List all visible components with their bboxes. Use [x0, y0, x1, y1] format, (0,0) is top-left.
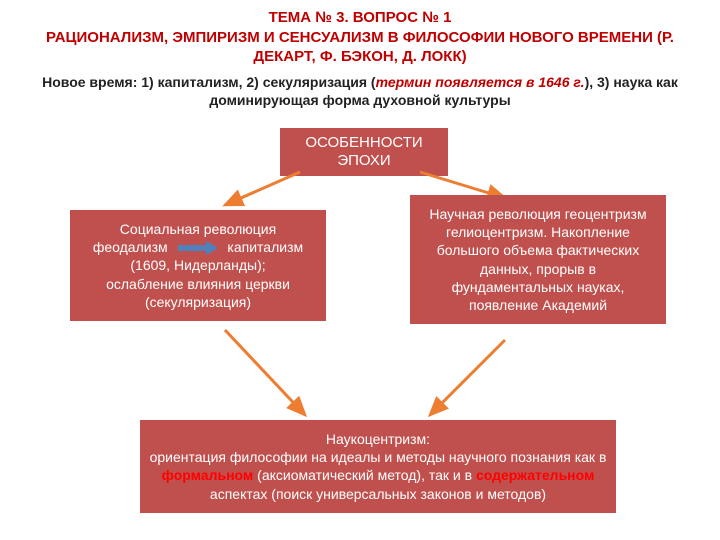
- highlight-1: формальном: [162, 467, 254, 483]
- title-line2: РАЦИОНАЛИЗМ, ЭМПИРИЗМ И СЕНСУАЛИЗМ В ФИЛ…: [46, 29, 674, 66]
- left-line2b: капитализм: [227, 239, 303, 255]
- title-line1: ТЕМА № 3. ВОПРОС № 1: [269, 9, 452, 26]
- features-text: ОСОБЕННОСТИ ЭПОХИ: [305, 134, 422, 169]
- features-box: ОСОБЕННОСТИ ЭПОХИ: [280, 128, 448, 176]
- right-text: Научная революция геоцентризм гелиоцентр…: [429, 206, 646, 313]
- right-arrow-icon: [178, 241, 218, 255]
- bottom-line1: Наукоцентризм:: [148, 430, 608, 448]
- slide-title: ТЕМА № 3. ВОПРОС № 1 РАЦИОНАЛИЗМ, ЭМПИРИ…: [0, 0, 720, 69]
- subtitle-italic: термин появляется в 1646 г.: [376, 74, 585, 90]
- left-line3: (1609, Нидерланды);: [78, 256, 318, 274]
- left-line4: ослабление влияния церкви (секуляризация…: [78, 275, 318, 311]
- slide-subtitle: Новое время: 1) капитализм, 2) секуляриз…: [0, 69, 720, 115]
- highlight-2: содержательном: [476, 467, 594, 483]
- subtitle-pre: Новое время: 1) капитализм, 2) секуляриз…: [42, 74, 375, 90]
- right-box: Научная революция геоцентризм гелиоцентр…: [410, 195, 666, 324]
- left-line2: феодализм капитализм: [78, 238, 318, 256]
- left-box: Социальная революция феодализм капитализ…: [70, 210, 326, 321]
- bottom-box: Наукоцентризм: ориентация философии на и…: [140, 420, 616, 513]
- left-line1: Социальная революция: [78, 220, 318, 238]
- left-line2a: феодализм: [93, 239, 168, 255]
- bottom-line2: ориентация философии на идеалы и методы …: [148, 448, 608, 503]
